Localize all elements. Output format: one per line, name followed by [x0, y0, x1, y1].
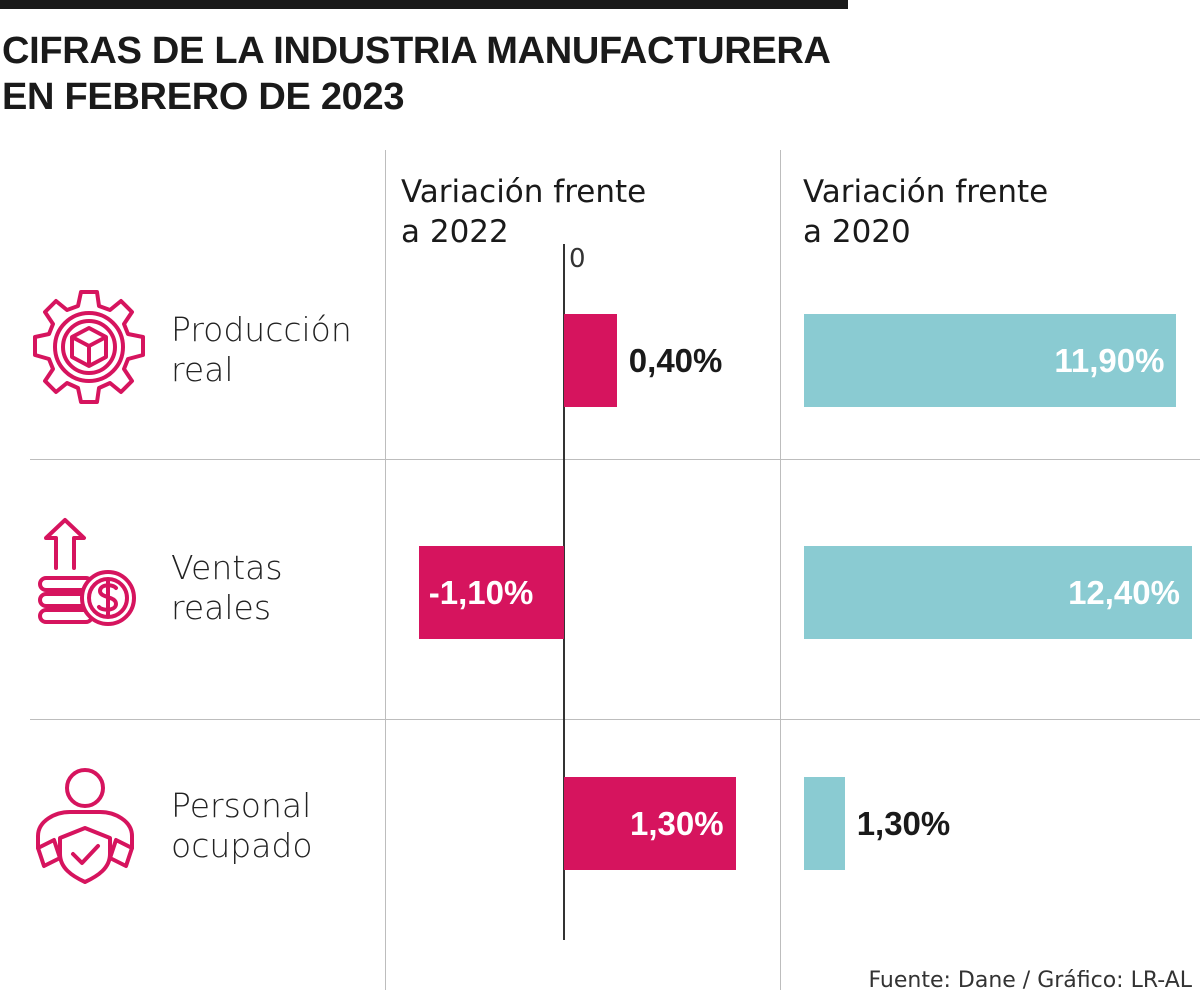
zero-axis-label: 0 [569, 244, 586, 274]
column-header-2020-line-2: a 2020 [803, 214, 911, 250]
column-header-2022-line-2: a 2022 [401, 214, 509, 250]
row-label-ventas: Ventas reales [171, 548, 283, 628]
column-header-2022: Variación frente a 2022 [401, 172, 646, 252]
row-label-ventas-line-1: Ventas [171, 548, 283, 587]
person-shield-check-icon [36, 768, 134, 884]
row-divider-2 [30, 719, 1200, 720]
column-header-2020-line-1: Variación frente [803, 174, 1049, 210]
row-label-personal: Personal ocupado [171, 786, 313, 866]
data-label-2022-produccion: 0,40% [628, 341, 723, 379]
row-divider-1 [30, 459, 1200, 460]
data-label-2020-ventas: 12,40% [1068, 573, 1180, 611]
bar-2020-ventas [804, 546, 1192, 639]
row-label-ventas-line-2: reales [171, 588, 272, 627]
row-label-personal-line-1: Personal [171, 786, 312, 825]
bar-2020-personal [804, 777, 845, 870]
column-divider-1 [385, 150, 386, 990]
coins-dollar-arrow-icon [38, 518, 136, 626]
column-header-2022-line-1: Variación frente [401, 174, 647, 210]
chart-title-line-1: CIFRAS DE LA INDUSTRIA MANUFACTURERA [2, 30, 831, 72]
source-note: Fuente: Dane / Gráfico: LR-AL [868, 968, 1192, 993]
row-label-produccion-line-1: Producción [171, 310, 352, 349]
row-label-produccion: Producción real [171, 310, 352, 390]
row-label-produccion-line-2: real [171, 350, 234, 389]
bar-2022-produccion [564, 314, 617, 407]
top-rule [0, 0, 848, 9]
bar-2022-personal [564, 777, 736, 870]
row-label-personal-line-2: ocupado [171, 826, 313, 865]
data-label-2022-ventas: -1,10% [428, 573, 534, 611]
data-label-2022-personal: 1,30% [630, 804, 724, 842]
data-label-2020-personal: 1,30% [856, 804, 951, 842]
bar-2022-ventas [418, 546, 564, 639]
data-label-2020-produccion: 11,90% [1054, 341, 1165, 379]
bar-2020-produccion [804, 314, 1177, 407]
column-divider-2 [780, 150, 781, 990]
column-header-2020: Variación frente a 2020 [803, 172, 1048, 252]
chart-title-line-2: EN FEBRERO DE 2023 [2, 76, 405, 118]
gear-box-icon [33, 290, 145, 404]
chart-title: CIFRAS DE LA INDUSTRIA MANUFACTURERA EN … [2, 28, 831, 120]
